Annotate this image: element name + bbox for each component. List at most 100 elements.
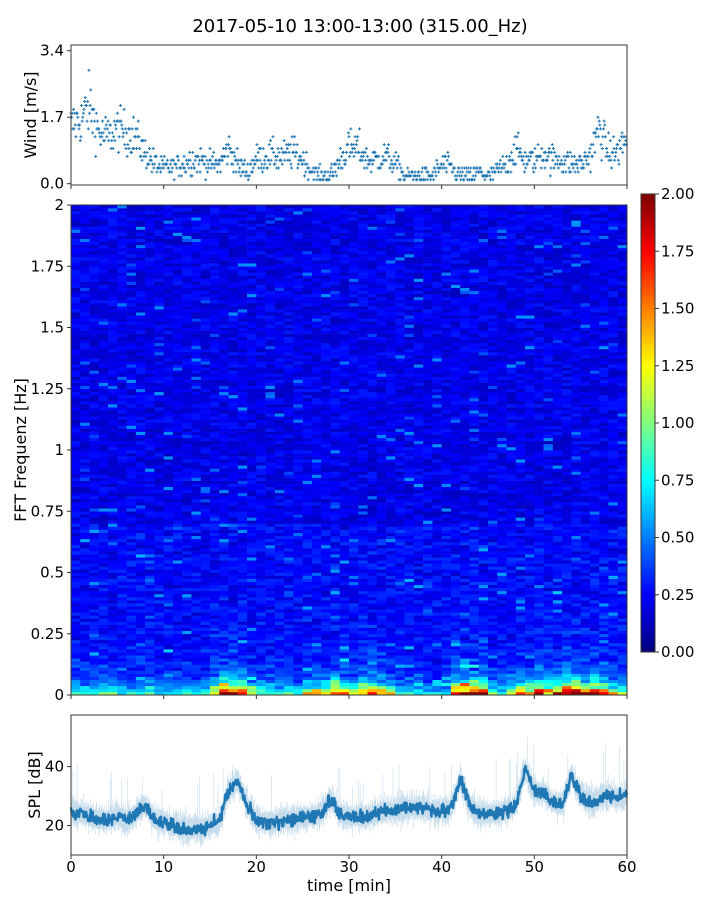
heatmap-cell xyxy=(145,643,155,646)
heatmap-cell xyxy=(145,450,155,453)
heatmap-cell xyxy=(182,392,192,395)
heatmap-cell xyxy=(108,404,118,407)
heatmap-cell xyxy=(127,643,137,646)
heatmap-cell xyxy=(182,450,192,453)
heatmap-cell xyxy=(90,349,100,352)
heatmap-cell xyxy=(80,490,90,493)
heatmap-cell xyxy=(80,226,90,229)
heatmap-cell xyxy=(154,324,164,327)
wind-point xyxy=(609,159,612,162)
heatmap-cell xyxy=(108,208,118,211)
heatmap-cell xyxy=(154,524,164,527)
heatmap-cell xyxy=(284,505,294,508)
heatmap-cell xyxy=(154,677,164,680)
heatmap-cell xyxy=(247,628,257,631)
heatmap-cell xyxy=(80,481,90,484)
heatmap-cell xyxy=(238,462,248,465)
wind-point xyxy=(383,143,386,146)
heatmap-cell xyxy=(191,254,201,257)
heatmap-cell xyxy=(127,340,137,343)
heatmap-cell xyxy=(191,667,201,670)
heatmap-cell xyxy=(164,606,174,609)
heatmap-cell xyxy=(154,487,164,490)
heatmap-cell xyxy=(182,426,192,429)
wind-point xyxy=(305,163,308,166)
heatmap-cell xyxy=(201,576,211,579)
heatmap-cell xyxy=(191,367,201,370)
heatmap-cell xyxy=(154,465,164,468)
heatmap-cell xyxy=(108,269,118,272)
heatmap-cell xyxy=(266,444,276,447)
heatmap-cell xyxy=(127,245,137,248)
heatmap-cell xyxy=(219,478,229,481)
heatmap-cell xyxy=(164,456,174,459)
heatmap-cell xyxy=(293,520,303,523)
heatmap-cell xyxy=(201,208,211,211)
heatmap-cell xyxy=(266,582,276,585)
heatmap-cell xyxy=(173,563,183,566)
heatmap-cell xyxy=(136,432,146,435)
heatmap-cell xyxy=(136,511,146,514)
heatmap-cell xyxy=(238,606,248,609)
heatmap-cell xyxy=(238,493,248,496)
heatmap-cell xyxy=(154,612,164,615)
heatmap-cell xyxy=(284,312,294,315)
heatmap-cell xyxy=(303,643,313,646)
wind-point xyxy=(104,116,107,119)
heatmap-cell xyxy=(71,346,81,349)
heatmap-cell xyxy=(210,579,220,582)
heatmap-cell xyxy=(117,487,127,490)
heatmap-cell xyxy=(210,269,220,272)
heatmap-cell xyxy=(108,514,118,517)
wind-point xyxy=(254,155,257,158)
heatmap-cell xyxy=(127,622,137,625)
heatmap-cell xyxy=(108,674,118,677)
heatmap-cell xyxy=(275,664,285,667)
heatmap-cell xyxy=(229,478,239,481)
heatmap-cell xyxy=(80,300,90,303)
heatmap-cell xyxy=(80,508,90,511)
heatmap-cell xyxy=(164,389,174,392)
heatmap-cell xyxy=(238,358,248,361)
heatmap-cell xyxy=(238,328,248,331)
heatmap-cell xyxy=(108,594,118,597)
heatmap-cell xyxy=(173,257,183,260)
heatmap-cell xyxy=(182,416,192,419)
heatmap-cell xyxy=(293,343,303,346)
heatmap-cell xyxy=(256,343,266,346)
heatmap-cell xyxy=(284,603,294,606)
heatmap-cell xyxy=(201,551,211,554)
heatmap-cell xyxy=(90,410,100,413)
heatmap-cell xyxy=(127,453,137,456)
heatmap-cell xyxy=(229,508,239,511)
heatmap-cell xyxy=(164,291,174,294)
heatmap-cell xyxy=(210,275,220,278)
figure-title: 2017-05-10 13:00-13:00 (315.00_Hz) xyxy=(192,16,527,37)
heatmap-cell xyxy=(182,686,192,689)
heatmap-cell xyxy=(127,370,137,373)
heatmap-cell xyxy=(275,407,285,410)
heatmap-cell xyxy=(182,410,192,413)
heatmap-cell xyxy=(90,306,100,309)
heatmap-cell xyxy=(229,591,239,594)
heatmap-cell xyxy=(154,548,164,551)
heatmap-cell xyxy=(164,398,174,401)
heatmap-cell xyxy=(71,689,81,692)
heatmap-cell xyxy=(127,508,137,511)
heatmap-cell xyxy=(71,294,81,297)
heatmap-cell xyxy=(210,416,220,419)
heatmap-cell xyxy=(145,358,155,361)
heatmap-cell xyxy=(293,674,303,677)
heatmap-cell xyxy=(145,346,155,349)
heatmap-cell xyxy=(145,591,155,594)
heatmap-cell xyxy=(99,566,109,569)
heatmap-cell xyxy=(145,545,155,548)
heatmap-cell xyxy=(191,447,201,450)
heatmap-cell xyxy=(108,542,118,545)
heatmap-cell xyxy=(284,487,294,490)
heatmap-cell xyxy=(99,548,109,551)
heatmap-cell xyxy=(173,658,183,661)
heatmap-cell xyxy=(247,413,257,416)
heatmap-cell xyxy=(145,205,155,208)
heatmap-cell xyxy=(80,355,90,358)
